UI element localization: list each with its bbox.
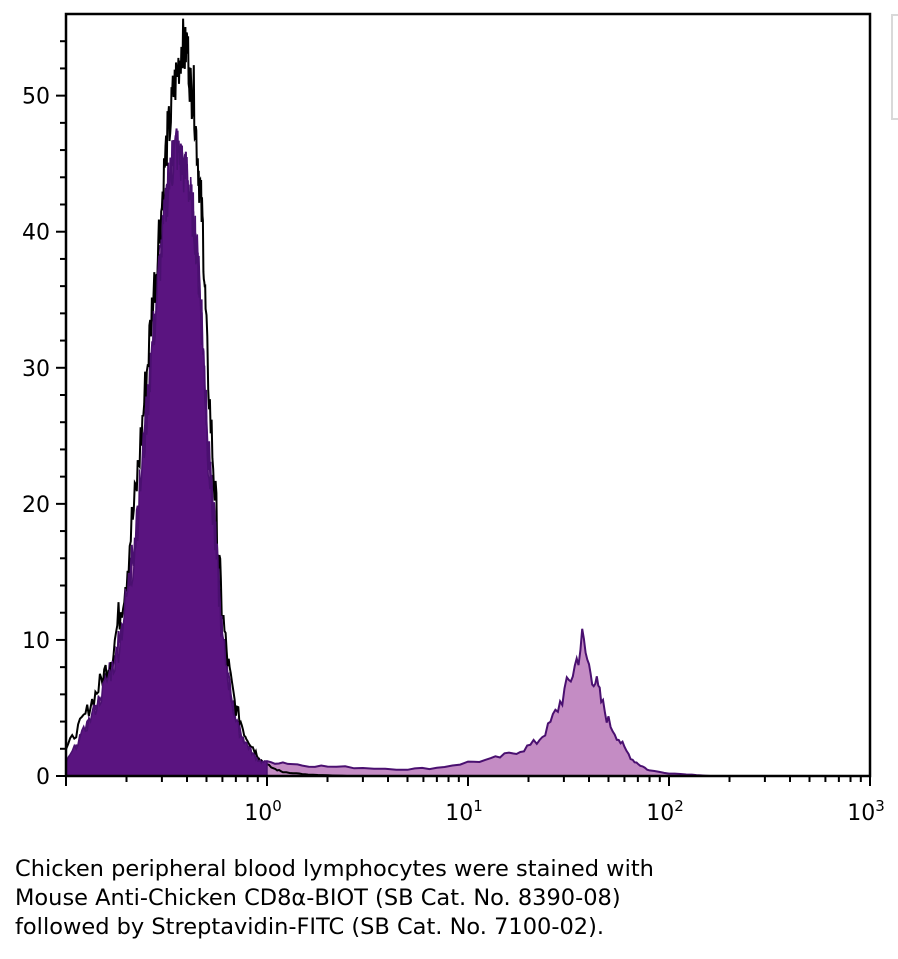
x-axis-ticks bbox=[65, 776, 871, 786]
series-overlap-fill bbox=[65, 130, 268, 777]
x-tick-label: 101 bbox=[445, 797, 483, 826]
x-tick-label: 100 bbox=[244, 797, 282, 826]
caption-line-3: followed by Streptavidin-FITC (SB Cat. N… bbox=[15, 914, 605, 940]
series-layer bbox=[65, 18, 711, 777]
x-tick-label: 102 bbox=[646, 797, 684, 826]
legend-box bbox=[891, 14, 898, 120]
y-tick-label: 40 bbox=[22, 221, 50, 246]
x-tick-label: 103 bbox=[847, 797, 885, 826]
figure-caption: Chicken peripheral blood lymphocytes wer… bbox=[15, 855, 885, 942]
caption-line-2: Mouse Anti-Chicken CD8α-BIOT (SB Cat. No… bbox=[15, 885, 621, 911]
y-axis-labels: 0 10 20 30 40 50 bbox=[22, 85, 50, 790]
caption-line-1: Chicken peripheral blood lymphocytes wer… bbox=[15, 856, 654, 882]
series-negative-control-outline bbox=[65, 18, 363, 777]
y-tick-label: 30 bbox=[22, 357, 50, 382]
y-tick-label: 50 bbox=[22, 85, 50, 110]
y-tick-label: 10 bbox=[22, 629, 50, 654]
x-tick-exponent: 2 bbox=[674, 797, 684, 815]
x-tick-exponent: 0 bbox=[272, 797, 282, 815]
y-tick-label: 20 bbox=[22, 493, 50, 518]
y-axis-ticks bbox=[56, 40, 66, 777]
x-axis-labels: 100 101 102 103 bbox=[244, 797, 885, 826]
y-tick-label: 0 bbox=[36, 765, 50, 790]
x-tick-exponent: 3 bbox=[875, 797, 885, 815]
x-tick-exponent: 1 bbox=[473, 797, 483, 815]
